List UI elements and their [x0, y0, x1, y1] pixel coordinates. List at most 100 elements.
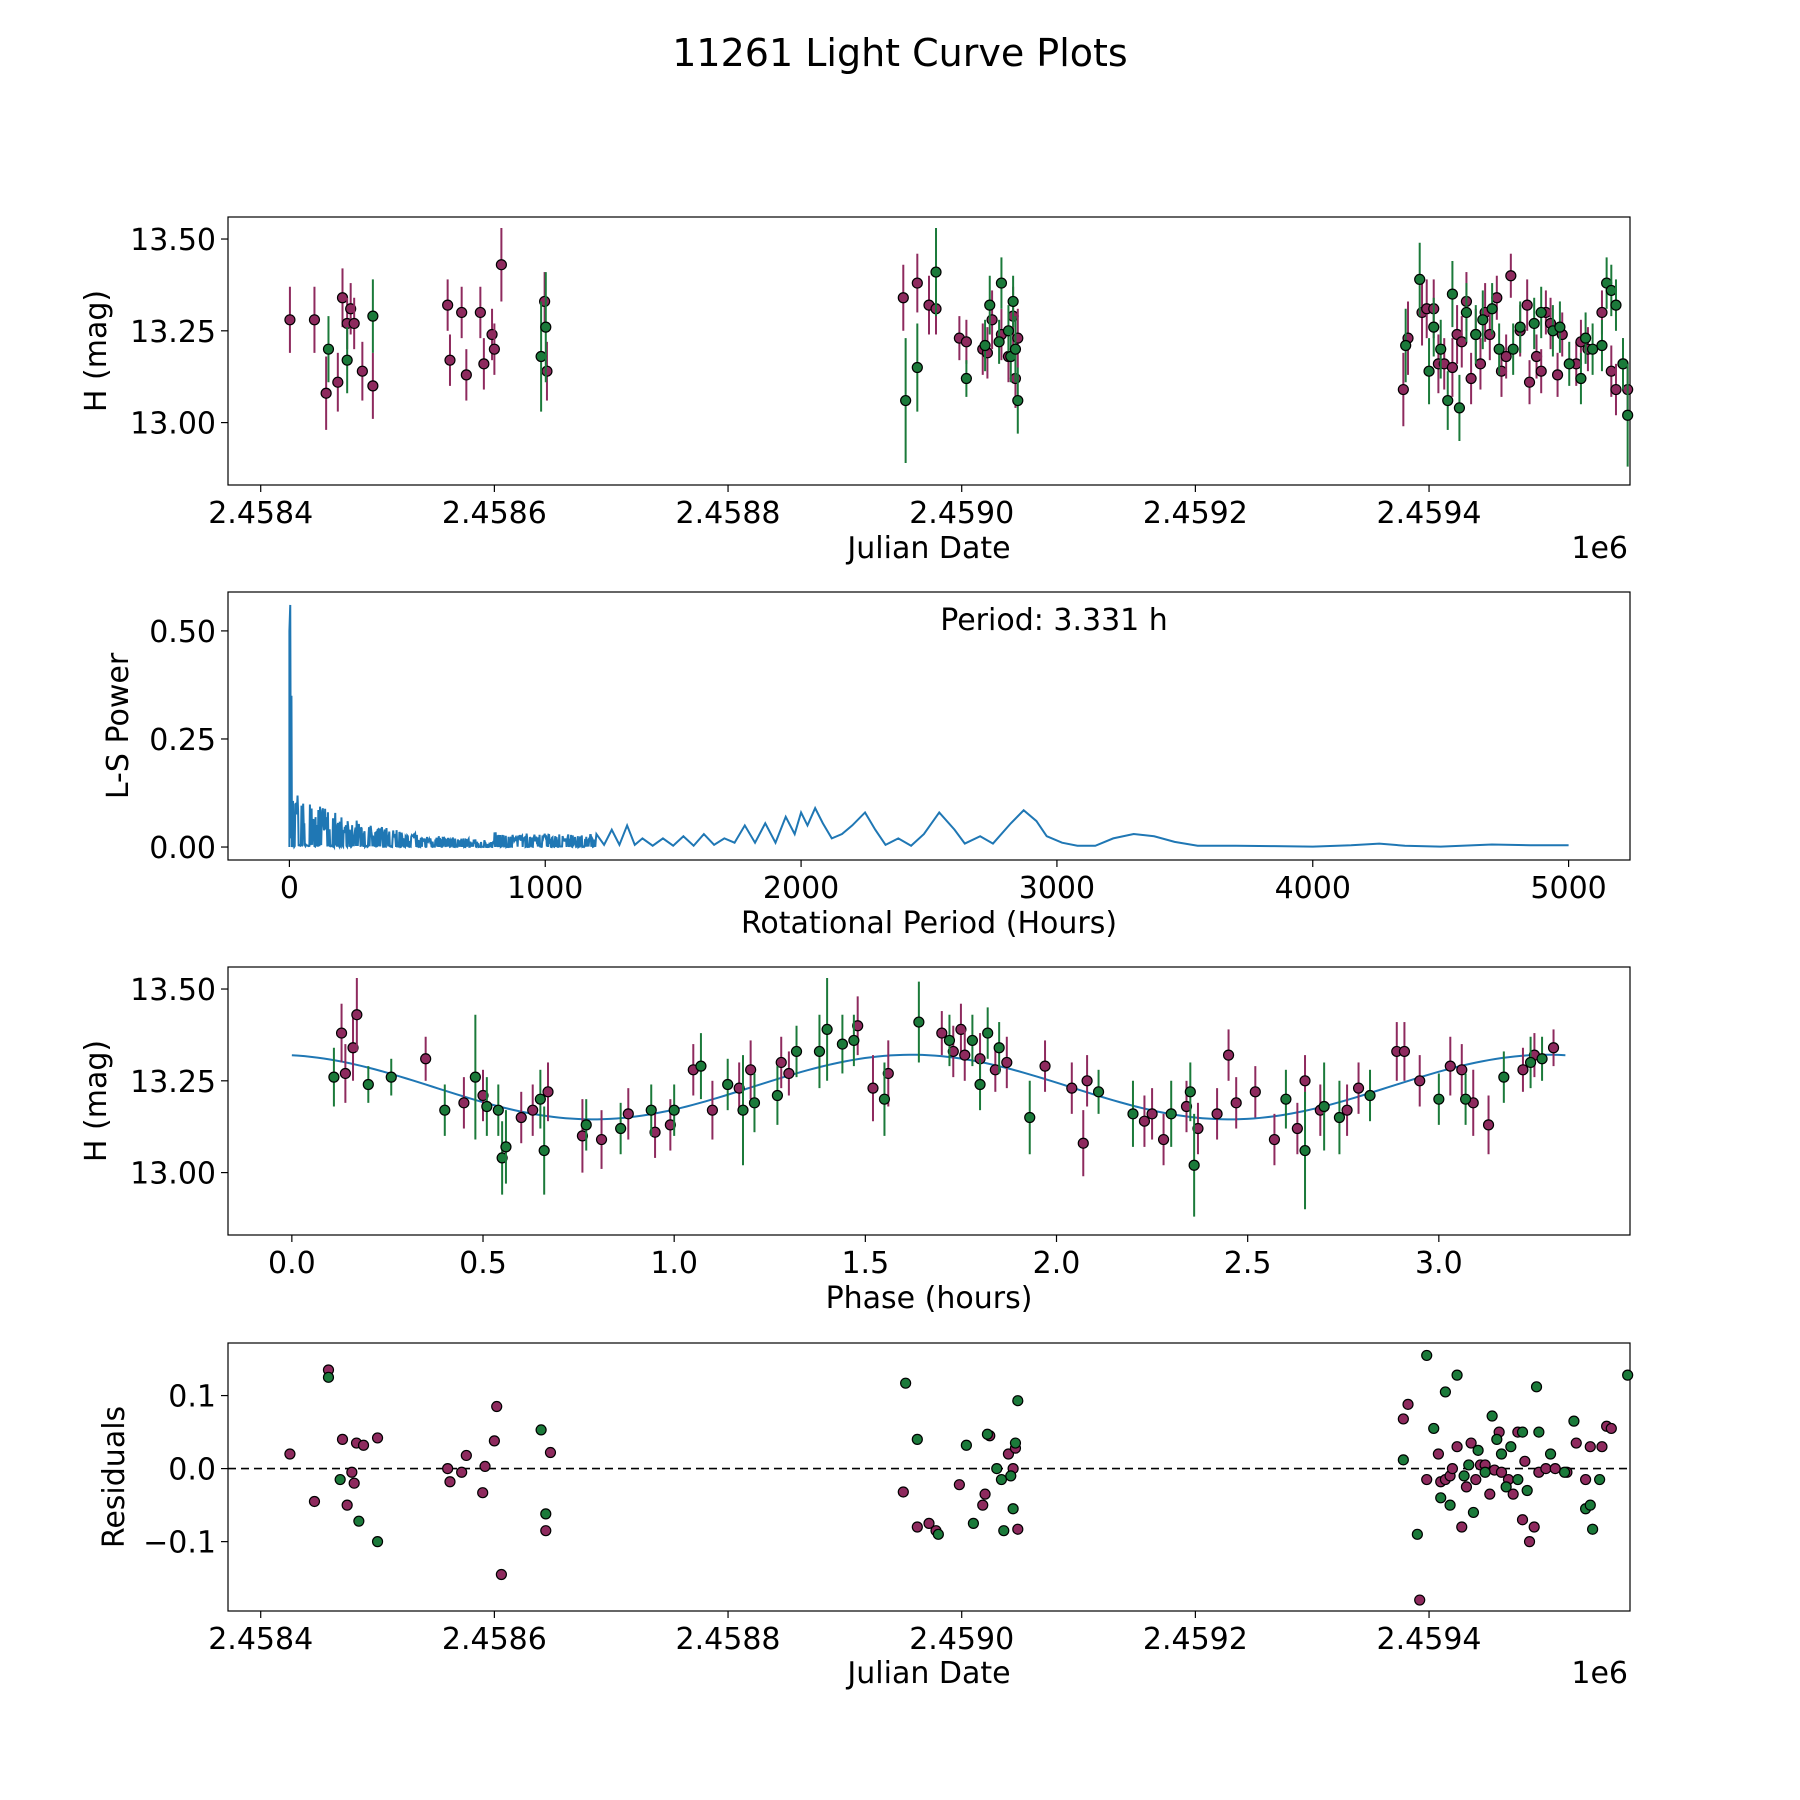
green-data-point	[371, 1536, 384, 1548]
x-tick-label: 2.0	[1033, 1246, 1081, 1281]
magenta-data-point	[979, 1488, 991, 1500]
green-data-point	[1507, 343, 1519, 355]
green-data-point	[1435, 343, 1447, 355]
green-data-point	[1554, 321, 1566, 333]
y-tick-label: 0.25	[149, 723, 216, 758]
x-tick-label: 2.4594	[1377, 496, 1482, 531]
green-data-point	[1498, 1071, 1510, 1083]
x-tick-label: 1.5	[841, 1246, 889, 1281]
green-data-point	[540, 321, 552, 333]
magenta-data-point	[1465, 372, 1477, 385]
magenta-data-point	[1446, 361, 1459, 374]
green-data-point	[930, 266, 942, 278]
green-data-point	[982, 1027, 994, 1039]
green-data-point	[1514, 321, 1526, 333]
green-data-point	[1411, 1528, 1423, 1540]
green-data-point	[900, 394, 912, 407]
lightcurve-ylabel: H (mag)	[79, 290, 114, 412]
magenta-data-point	[882, 1067, 894, 1080]
magenta-data-point	[897, 1486, 909, 1498]
green-data-point	[1486, 303, 1498, 315]
magenta-data-point	[1507, 1488, 1519, 1500]
magenta-data-point	[339, 1067, 351, 1080]
periodogram-axes-frame	[227, 591, 1631, 861]
y-tick-label: 13.25	[130, 315, 216, 350]
magenta-data-point	[986, 314, 998, 326]
magenta-data-point	[336, 292, 349, 304]
green-data-point	[1495, 1448, 1508, 1460]
magenta-data-point	[1222, 1049, 1235, 1061]
green-data-point	[1188, 1159, 1200, 1171]
y-tick-label: 13.50	[130, 973, 216, 1008]
green-data-point	[535, 350, 547, 363]
magenta-data-point	[1495, 365, 1508, 377]
green-data-point	[322, 1371, 335, 1383]
green-data-point	[900, 1377, 912, 1389]
green-data-point	[998, 1525, 1010, 1537]
magenta-data-point	[923, 1517, 935, 1529]
green-data-point	[1610, 299, 1622, 311]
magenta-data-point	[348, 317, 360, 330]
magenta-data-point	[664, 1119, 676, 1131]
magenta-data-point	[947, 1045, 959, 1058]
green-data-point	[878, 1093, 891, 1105]
magenta-data-point	[320, 387, 332, 399]
residuals-offset-text: 1e6	[1571, 1656, 1628, 1691]
green-data-point	[492, 1104, 504, 1116]
y-tick-label: 13.00	[130, 1157, 216, 1192]
magenta-data-point	[1460, 1481, 1473, 1493]
y-tick-label: 13.25	[130, 1065, 216, 1100]
green-data-point	[1470, 328, 1482, 341]
magenta-data-point	[346, 1466, 358, 1478]
magenta-data-point	[953, 1479, 965, 1491]
magenta-data-point	[356, 365, 368, 377]
green-data-point	[1024, 1111, 1036, 1124]
period-annotation: Period: 3.331 h	[940, 603, 1168, 638]
magenta-data-point	[442, 299, 454, 311]
magenta-data-point	[649, 1126, 661, 1138]
magenta-data-point	[1495, 1466, 1508, 1478]
magenta-data-point	[1584, 1441, 1596, 1453]
magenta-data-point	[444, 354, 456, 366]
magenta-data-point	[911, 1521, 923, 1533]
green-data-point	[1423, 365, 1435, 377]
magenta-data-point	[1470, 1473, 1482, 1486]
green-data-point	[1012, 394, 1024, 407]
green-data-point	[1479, 1466, 1491, 1478]
magenta-data-point	[539, 295, 551, 308]
magenta-data-point	[867, 1082, 879, 1094]
magenta-data-point	[1341, 1104, 1353, 1116]
x-tick-label: 2.4586	[442, 1622, 547, 1657]
green-data-point	[981, 1428, 994, 1440]
lightcurve-axes-frame	[227, 216, 1631, 486]
magenta-data-point	[775, 1056, 787, 1069]
green-data-point	[1544, 1448, 1557, 1460]
y-tick-label: −0.1	[143, 1526, 216, 1561]
magenta-data-point	[1012, 332, 1024, 344]
magenta-data-point	[1002, 1448, 1015, 1460]
green-data-point	[911, 361, 923, 374]
magenta-data-point	[1421, 1473, 1433, 1486]
magenta-data-point	[1456, 1521, 1468, 1533]
green-data-point	[1575, 372, 1587, 385]
green-data-point	[1414, 273, 1426, 286]
green-data-point	[1421, 1349, 1433, 1362]
green-data-point	[1460, 306, 1473, 319]
green-data-point	[1617, 358, 1629, 370]
magenta-data-point	[488, 343, 500, 355]
green-data-point	[966, 1034, 978, 1047]
green-data-point	[932, 1528, 944, 1540]
green-data-point	[1491, 1433, 1503, 1445]
green-data-point	[538, 1144, 550, 1157]
x-tick-label: 2.4590	[909, 1622, 1014, 1657]
green-data-point	[1622, 409, 1634, 421]
magenta-data-point	[1352, 1082, 1365, 1094]
green-data-point	[1318, 1100, 1330, 1113]
magenta-data-point	[955, 1023, 967, 1036]
green-data-point	[1435, 1492, 1447, 1504]
magenta-data-point	[576, 1130, 589, 1142]
green-data-point	[979, 339, 991, 352]
magenta-data-point	[936, 1027, 948, 1039]
green-data-point	[960, 1439, 972, 1451]
magenta-data-point	[491, 1400, 503, 1413]
